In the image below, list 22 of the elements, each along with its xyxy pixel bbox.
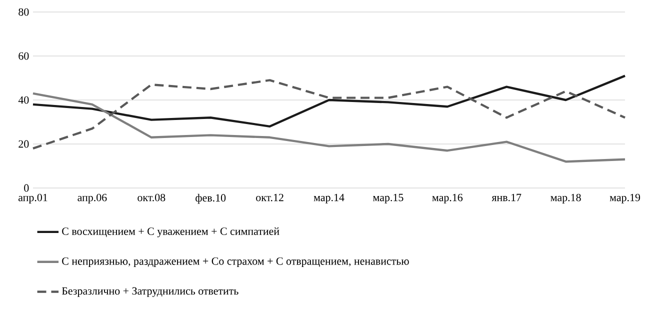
x-tick-label: янв.17 xyxy=(492,194,522,202)
y-tick-label: 80 xyxy=(18,8,29,16)
x-tick-label: окт.08 xyxy=(138,194,166,202)
x-tick-label: мар.19 xyxy=(610,194,640,204)
x-tick-label: апр.01 xyxy=(18,194,48,204)
legend-label: Безразлично + Затруднились ответить xyxy=(62,287,238,297)
line-series xyxy=(32,92,626,163)
y-tick-label: 0 xyxy=(24,184,29,192)
legend-label: С неприязнью, раздражением + Со страхом + С отвращением, ненавистью xyxy=(62,257,409,268)
line-series xyxy=(32,79,626,150)
y-tick-label: 60 xyxy=(18,52,29,60)
x-tick-label: окт.12 xyxy=(256,194,284,202)
line-series xyxy=(32,74,626,128)
x-tick-label: мар.15 xyxy=(373,194,404,204)
x-tick-label: мар.14 xyxy=(314,194,344,204)
x-tick-label: мар.18 xyxy=(550,194,581,204)
x-tick-label: фев.10 xyxy=(196,194,226,204)
x-tick-label: мар.16 xyxy=(432,194,463,204)
y-tick-label: 40 xyxy=(18,96,29,104)
y-tick-label: 20 xyxy=(18,140,29,148)
legend-label: С восхищением + С уважением + С симпатией xyxy=(62,227,280,238)
x-tick-label: апр.06 xyxy=(78,194,107,204)
